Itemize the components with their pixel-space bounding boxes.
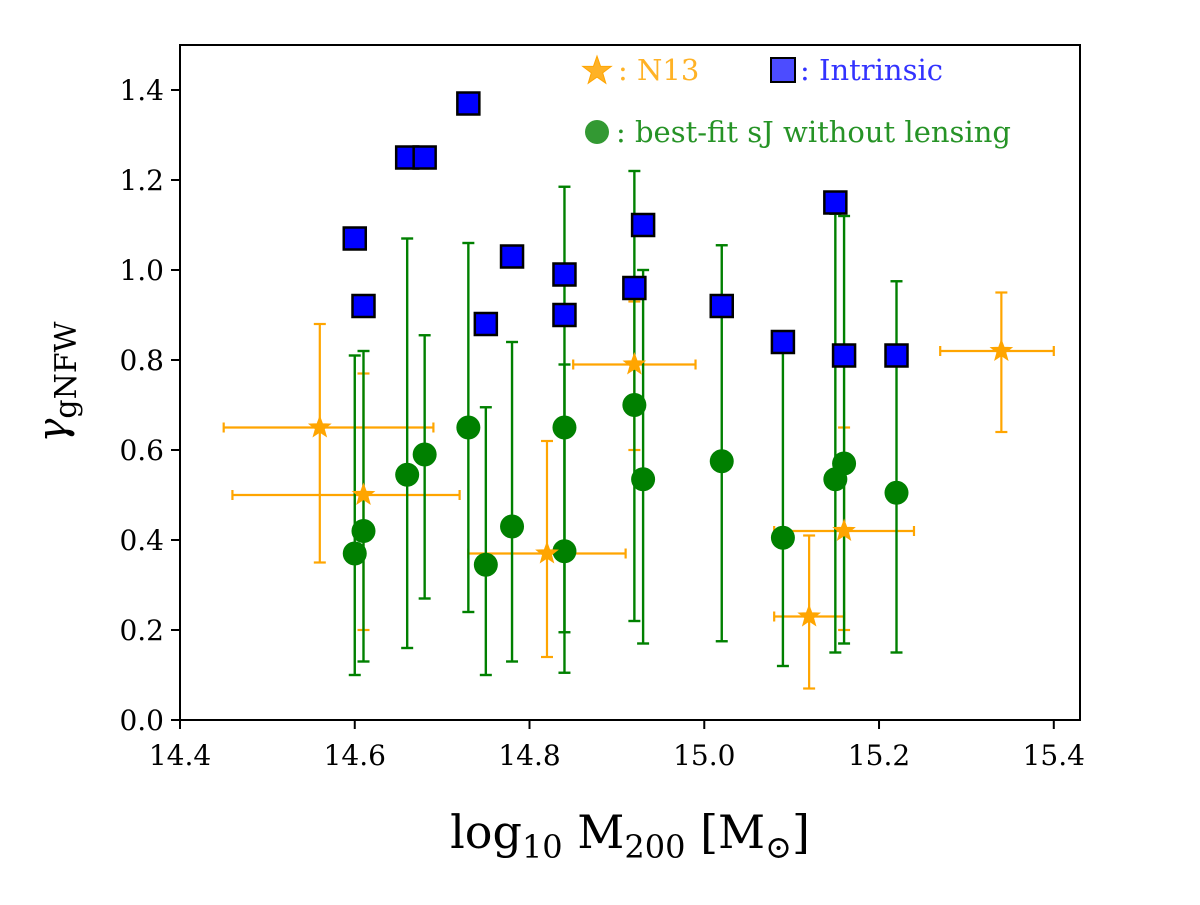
n13-point <box>307 415 332 438</box>
x-tick-label: 15.0 <box>673 739 735 772</box>
intrinsic-point <box>499 244 525 269</box>
n13-point <box>989 338 1014 362</box>
legend-label-n13: : N13 <box>618 53 699 87</box>
legend: : N13 : Intrinsic : best-fit sJ without … <box>581 53 1011 149</box>
x-tick-label: 14.4 <box>149 739 211 772</box>
svg-text:γgNFW: γgNFW <box>30 321 84 442</box>
bestfit-point <box>351 519 376 543</box>
x-axis-label-sub10: 10 <box>522 828 563 866</box>
bestfit-point <box>395 462 420 487</box>
n13-point <box>832 518 856 542</box>
y-tick-label: 0.6 <box>119 434 164 467</box>
x-tick-label: 15.4 <box>1023 739 1085 772</box>
n13-point <box>535 541 559 564</box>
n13-point <box>351 482 376 506</box>
intrinsic-point <box>709 293 734 319</box>
y-tick-label: 1.0 <box>119 254 164 287</box>
x-tick-label: 14.8 <box>498 739 560 772</box>
y-tick-label: 0.2 <box>119 614 164 647</box>
intrinsic-point <box>412 145 437 170</box>
bestfit-point <box>709 449 734 474</box>
intrinsic-point <box>884 343 909 368</box>
plot-frame <box>179 44 1081 721</box>
legend-star-marker <box>581 54 613 85</box>
y-axis-label: γgNFW <box>30 321 84 442</box>
bestfit-point <box>622 393 647 417</box>
x-axis-label-unit-close: ] <box>792 805 810 859</box>
axis-ticks: 14.4 14.6 14.8 15.0 15.2 15.4 0.0 0.2 0.4 0.6 0.8 1… <box>119 74 1084 772</box>
x-axis-label-log: log <box>450 805 522 859</box>
y-axis-label-symbol: γ <box>30 419 76 443</box>
intrinsic-point <box>552 302 577 328</box>
y-tick-label: 1.2 <box>119 164 164 197</box>
bestfit-point <box>770 525 795 550</box>
x-axis-label-sun: ⊙ <box>765 828 792 866</box>
intrinsic-point <box>552 262 577 287</box>
intrinsic-point <box>630 212 656 238</box>
n13-point <box>622 352 647 375</box>
intrinsic-point <box>831 343 857 368</box>
bestfit-point <box>456 415 481 440</box>
bestfit-point <box>412 442 437 467</box>
bestfit-point <box>500 514 525 539</box>
y-tick-label: 1.4 <box>119 74 164 107</box>
intrinsic-point <box>770 329 796 355</box>
svg-text:log10 M200 [M⊙]: log10 M200 [M⊙] <box>450 805 810 866</box>
x-axis-label-unit-open: [M <box>685 805 765 859</box>
legend-circle-marker <box>585 120 609 144</box>
bestfit-point <box>342 541 367 566</box>
y-tick-label: 0.8 <box>119 344 164 377</box>
legend-label-bestfit: : best-fit sJ without lensing <box>616 115 1011 149</box>
bestfit-point <box>473 552 498 577</box>
plot-marks <box>222 91 1055 690</box>
intrinsic-point <box>351 293 376 319</box>
intrinsic-point <box>456 91 481 116</box>
y-tick-label: 0.4 <box>119 524 164 557</box>
y-tick-label: 0.0 <box>119 704 164 737</box>
n13-point <box>797 604 821 627</box>
y-axis-label-subscript: gNFW <box>49 321 84 418</box>
intrinsic-point <box>823 190 848 215</box>
bestfit-point <box>552 539 577 564</box>
intrinsic-point <box>473 311 499 337</box>
bestfit-point <box>631 467 656 492</box>
intrinsic-point <box>342 226 368 251</box>
legend-label-intrinsic: : Intrinsic <box>800 53 943 87</box>
bestfit-point <box>884 480 909 505</box>
x-axis-label-m: M <box>563 805 625 859</box>
x-axis-label: log10 M200 [M⊙] <box>450 805 810 866</box>
legend-square-marker <box>770 57 796 83</box>
bestfit-point <box>552 415 577 440</box>
x-axis-label-sub200: 200 <box>624 828 685 866</box>
bestfit-point <box>832 451 857 476</box>
intrinsic-point <box>622 275 647 301</box>
x-tick-label: 14.6 <box>324 739 386 772</box>
x-tick-label: 15.2 <box>848 739 910 772</box>
